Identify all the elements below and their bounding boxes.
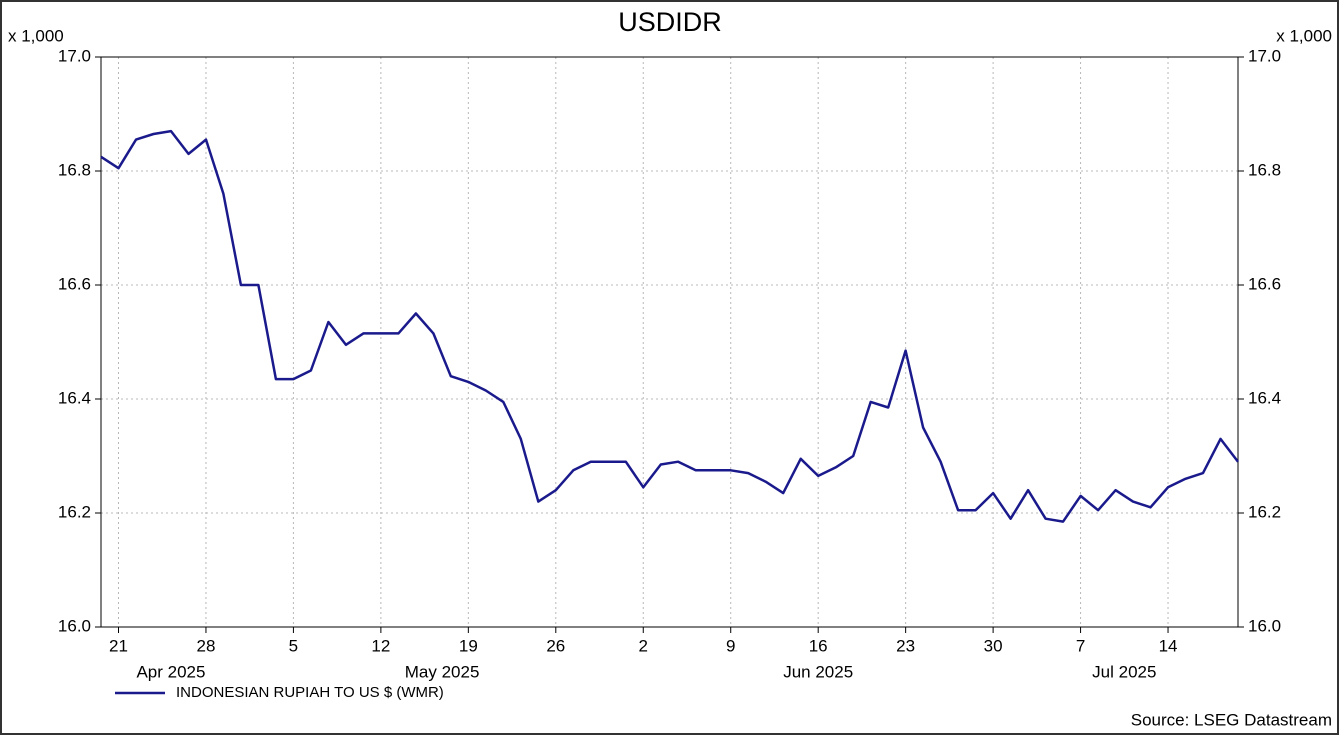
y-tick-label: 16.8 [58,160,91,179]
x-tick-label: 19 [459,636,478,655]
x-tick-label: 2 [639,636,648,655]
y2-tick-label: 16.6 [1248,274,1281,293]
x-tick-label: 23 [896,636,915,655]
y-tick-label: 16.2 [58,502,91,521]
x-tick-label: 7 [1076,636,1085,655]
y-tick-label: 16.6 [58,274,91,293]
plot-area [100,56,1239,628]
y2-tick-label: 17.0 [1248,46,1281,65]
x-tick-label: 9 [726,636,735,655]
x-tick-label: 30 [984,636,1003,655]
x-tick-label: 14 [1159,636,1178,655]
chart-title: USDIDR [618,7,722,37]
x-tick-label: 5 [289,636,298,655]
x-month-label: Jun 2025 [783,662,853,681]
x-tick-label: 28 [196,636,215,655]
y2-tick-label: 16.2 [1248,502,1281,521]
x-tick-label: 16 [809,636,828,655]
y-tick-label: 17.0 [58,46,91,65]
line-series [100,129,1239,523]
y2-tick-label: 16.8 [1248,160,1281,179]
x-month-label: May 2025 [405,662,480,681]
y2-tick-label: 16.4 [1248,388,1281,407]
x-month-label: Apr 2025 [136,662,205,681]
x-tick-label: 26 [546,636,565,655]
x-tick-label: 21 [109,636,128,655]
x-month-label: Jul 2025 [1092,662,1156,681]
legend-label: INDONESIAN RUPIAH TO US $ (WMR) [176,684,444,701]
x-tick-label: 12 [371,636,390,655]
y-tick-label: 16.0 [58,616,91,635]
y2-unit-label: x 1,000 [1276,26,1332,45]
y2-tick-label: 16.0 [1248,616,1281,635]
source-note: Source: LSEG Datastream [1131,710,1332,729]
y-unit-label: x 1,000 [8,26,64,45]
y-tick-label: 16.4 [58,388,91,407]
